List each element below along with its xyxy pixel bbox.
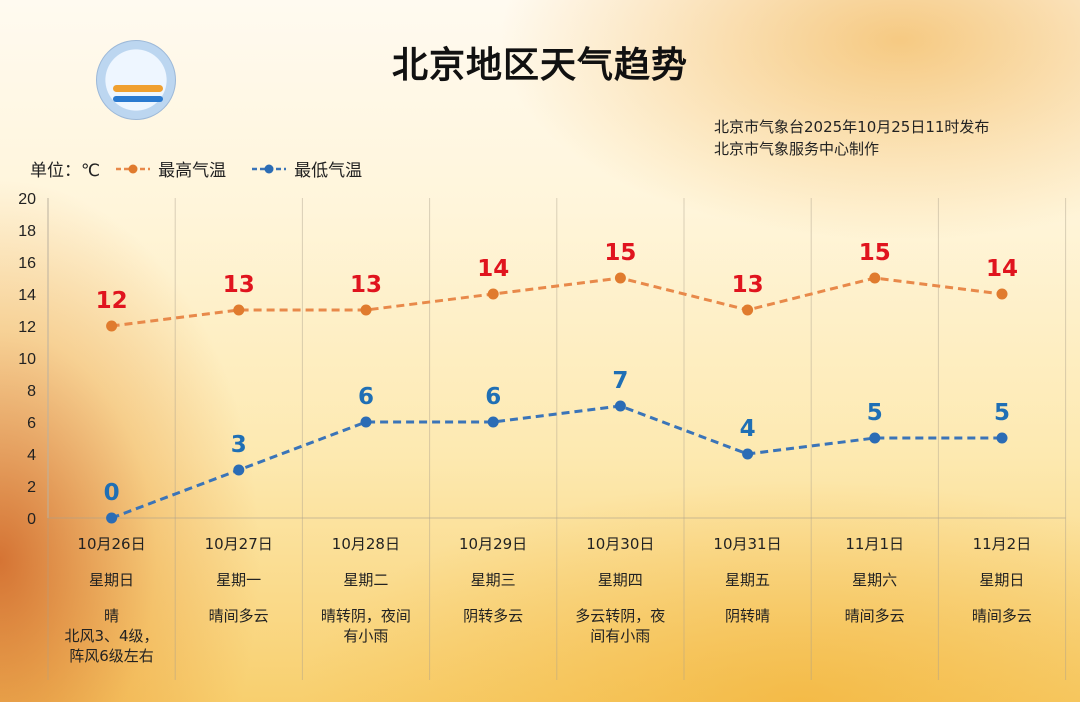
x-tick-weekday: 星期五	[724, 571, 770, 589]
y-tick-label: 14	[18, 287, 36, 304]
meteorological-service-logo	[96, 40, 176, 120]
x-tick-date: 10月29日	[459, 535, 528, 553]
x-tick-date: 11月1日	[845, 535, 904, 553]
data-label: 15	[859, 240, 891, 266]
x-tick-date: 10月28日	[331, 535, 400, 553]
chart-legend: 单位：℃ 最高气温 最低气温	[30, 156, 362, 181]
y-tick-label: 18	[18, 223, 36, 240]
data-label: 14	[477, 256, 509, 282]
high-legend-marker-icon	[116, 164, 151, 173]
data-label: 14	[986, 256, 1018, 282]
y-tick-label: 16	[18, 255, 36, 272]
data-point	[996, 288, 1008, 300]
x-tick-weekday: 星期一	[216, 571, 262, 589]
legend-low: 最低气温	[250, 156, 362, 181]
y-tick-label: 6	[27, 415, 36, 432]
y-tick-label: 4	[27, 447, 36, 464]
y-tick-label: 20	[18, 191, 36, 208]
data-label: 5	[867, 400, 883, 426]
data-label: 13	[350, 272, 382, 298]
x-tick-weather: 晴间多云	[971, 607, 1032, 625]
x-tick-date: 11月2日	[972, 535, 1032, 553]
data-point	[996, 432, 1008, 444]
data-point	[233, 464, 245, 476]
data-label: 3	[231, 432, 247, 458]
y-tick-label: 10	[18, 351, 36, 368]
x-tick-weekday: 星期三	[470, 571, 516, 589]
data-label: 13	[732, 272, 764, 298]
x-tick-weather: 晴间多云	[844, 607, 905, 625]
data-label: 0	[104, 480, 120, 506]
x-tick-date: 10月26日	[77, 535, 146, 553]
data-label: 7	[612, 368, 628, 394]
x-tick-weekday: 星期四	[597, 571, 643, 589]
x-tick-weekday: 星期二	[343, 571, 389, 589]
x-tick-weekday: 星期日	[88, 571, 134, 589]
legend-high: 最高气温	[114, 156, 226, 181]
data-point	[487, 288, 499, 300]
x-tick-weather: 晴 北风3、4级， 阵风6级左右	[64, 607, 159, 665]
series-line-high	[111, 276, 1003, 328]
y-tick-label: 8	[27, 383, 36, 400]
data-point	[614, 400, 626, 412]
data-point	[869, 432, 881, 444]
data-point	[487, 416, 499, 428]
data-point	[742, 448, 754, 460]
data-label: 13	[223, 272, 255, 298]
x-tick-weather: 阴转多云	[463, 607, 524, 625]
data-point	[614, 272, 626, 284]
legend-low-label: 最低气温	[294, 161, 363, 181]
x-tick-date: 10月27日	[204, 535, 273, 553]
data-label: 6	[485, 384, 501, 410]
data-point	[233, 304, 245, 316]
x-tick-weekday: 星期日	[979, 571, 1025, 589]
data-point	[106, 320, 118, 332]
x-tick-date: 10月30日	[586, 535, 655, 553]
data-label: 5	[994, 400, 1010, 426]
y-tick-label: 2	[27, 479, 36, 496]
data-point	[360, 416, 372, 428]
x-tick-weather: 晴转阴，夜间 有小雨	[320, 607, 411, 645]
y-tick-label: 12	[18, 319, 36, 336]
x-tick-weather: 阴转晴	[724, 607, 770, 625]
legend-high-label: 最高气温	[158, 161, 227, 181]
issuer-info: 北京市气象台2025年10月25日11时发布 北京市气象服务中心制作	[714, 116, 989, 160]
issuer-line-2: 北京市气象服务中心制作	[714, 140, 880, 158]
y-tick-label: 0	[27, 511, 36, 528]
data-point	[742, 304, 754, 316]
data-point	[360, 304, 372, 316]
data-point	[869, 272, 881, 284]
data-label: 12	[96, 288, 128, 314]
data-label: 6	[358, 384, 374, 410]
x-tick-weekday: 星期六	[852, 571, 898, 589]
series-line-low	[111, 404, 1002, 520]
x-tick-weather: 多云转阴，夜 间有小雨	[575, 607, 666, 645]
page-title: 北京地区天气趋势	[391, 45, 688, 86]
x-tick-date: 10月31日	[713, 535, 782, 553]
unit-label: 单位：℃	[30, 161, 101, 181]
data-point	[106, 512, 118, 524]
low-legend-marker-icon	[252, 164, 287, 173]
issuer-line-1: 北京市气象台2025年10月25日11时发布	[714, 118, 990, 136]
x-tick-weather: 晴间多云	[208, 607, 269, 625]
data-label: 15	[604, 240, 636, 266]
data-label: 4	[740, 416, 756, 442]
